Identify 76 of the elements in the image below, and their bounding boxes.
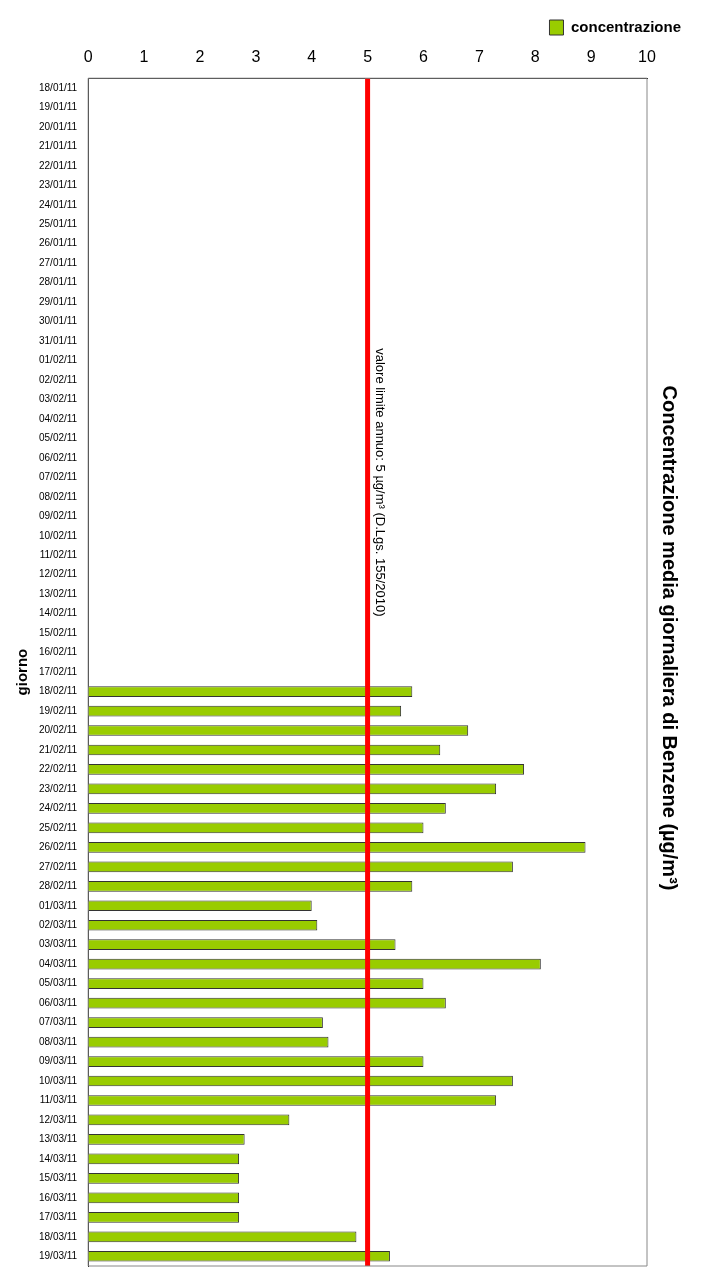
- x-tick-label: 9: [586, 48, 596, 66]
- y-tick-label: 15/03/11: [39, 1172, 78, 1184]
- ref-line-label: valore limite annuo: 5 µg/m³ (D.Lgs. 155/2010): [373, 348, 389, 617]
- y-tick-label: 19/02/11: [39, 704, 78, 716]
- y-tick-label: 03/02/11: [39, 393, 78, 405]
- y-tick-label: 24/01/11: [39, 198, 78, 210]
- x-tick-label: 4: [307, 48, 317, 66]
- y-axis-title: giorno: [13, 648, 31, 696]
- y-tick-label: 23/02/11: [39, 782, 78, 794]
- y-tick-label: 07/02/11: [39, 471, 78, 483]
- y-tick-label: 26/01/11: [39, 237, 78, 249]
- y-tick-label: 08/02/11: [39, 490, 78, 502]
- y-tick-label: 28/02/11: [39, 880, 78, 892]
- y-tick-label: 01/03/11: [39, 899, 78, 911]
- y-tick-label: 16/02/11: [39, 646, 78, 658]
- y-tick-label: 18/02/11: [39, 685, 78, 697]
- y-tick-label: 08/03/11: [39, 1035, 78, 1047]
- y-tick-label: 14/02/11: [39, 607, 78, 619]
- y-tick-label: 15/02/11: [39, 626, 78, 638]
- y-tick-label: 05/03/11: [39, 977, 78, 989]
- y-tick-label: 26/02/11: [39, 841, 78, 853]
- x-tick-label: 7: [474, 48, 484, 66]
- y-tick-label: 22/01/11: [39, 159, 78, 171]
- y-tick-label: 23/01/11: [39, 179, 78, 191]
- y-tick-label: 12/03/11: [39, 1113, 78, 1125]
- y-tick-label: 27/01/11: [39, 256, 78, 268]
- y-tick-label: 27/02/11: [39, 860, 78, 872]
- legend-label: concentrazione: [570, 17, 682, 35]
- x-tick-label: 5: [363, 48, 373, 66]
- y-tick-label: 13/02/11: [39, 587, 78, 599]
- y-tick-label: 30/01/11: [39, 315, 78, 327]
- y-tick-label: 01/02/11: [39, 354, 78, 366]
- y-tick-label: 16/03/11: [39, 1191, 78, 1203]
- y-tick-label: 07/03/11: [39, 1016, 78, 1028]
- y-tick-label: 19/01/11: [39, 101, 78, 113]
- y-tick-label: 12/02/11: [39, 568, 78, 580]
- text: Concentrazione media giornaliera di Benzene (µg/m³): [659, 385, 682, 891]
- y-tick-label: 24/02/11: [39, 802, 78, 814]
- y-tick-label: 17/03/11: [39, 1211, 78, 1223]
- y-tick-label: 13/03/11: [39, 1133, 78, 1145]
- y-tick-label: 02/02/11: [39, 373, 78, 385]
- y-tick-label: 04/03/11: [39, 957, 78, 969]
- y-tick-label: 22/02/11: [39, 763, 78, 775]
- y-tick-label: 25/01/11: [39, 217, 78, 229]
- x-tick-label: 0: [83, 48, 93, 66]
- y-tick-label: 20/02/11: [39, 724, 78, 736]
- y-tick-label: 31/01/11: [39, 334, 78, 346]
- y-tick-label: 11/03/11: [39, 1094, 78, 1106]
- y-tick-label: 02/03/11: [39, 918, 78, 930]
- x-tick-label: 2: [195, 48, 205, 66]
- y-tick-label: 10/02/11: [39, 529, 78, 541]
- x-tick-label: 1: [139, 48, 149, 66]
- x-tick-label: 8: [530, 48, 540, 66]
- x-tick-label: 3: [251, 48, 261, 66]
- y-tick-label: 17/02/11: [39, 665, 78, 677]
- y-tick-label: 21/02/11: [39, 743, 78, 755]
- y-tick-label: 10/03/11: [39, 1074, 78, 1086]
- y-tick-label: 09/03/11: [39, 1055, 78, 1067]
- y-tick-label: 03/03/11: [39, 938, 78, 950]
- y-tick-label: 09/02/11: [39, 510, 78, 522]
- y-tick-label: 21/01/11: [39, 140, 78, 152]
- y-tick-label: 25/02/11: [39, 821, 78, 833]
- y-tick-label: 20/01/11: [39, 120, 78, 132]
- y-tick-label: 14/03/11: [39, 1152, 78, 1164]
- y-tick-label: 06/03/11: [39, 996, 78, 1008]
- y-tick-label: 19/03/11: [39, 1250, 78, 1262]
- y-tick-label: 18/01/11: [39, 81, 78, 93]
- y-tick-label: 28/01/11: [39, 276, 78, 288]
- y-tick-label: 29/01/11: [39, 295, 78, 307]
- y-tick-label: 06/02/11: [39, 451, 78, 463]
- y-tick-label: 05/02/11: [39, 432, 78, 444]
- y-tick-label: 04/02/11: [39, 412, 78, 424]
- x-tick-label: 10: [638, 48, 656, 66]
- y-tick-label: 18/03/11: [39, 1230, 78, 1242]
- x-tick-label: 6: [419, 48, 429, 66]
- y-tick-label: 11/02/11: [39, 549, 78, 561]
